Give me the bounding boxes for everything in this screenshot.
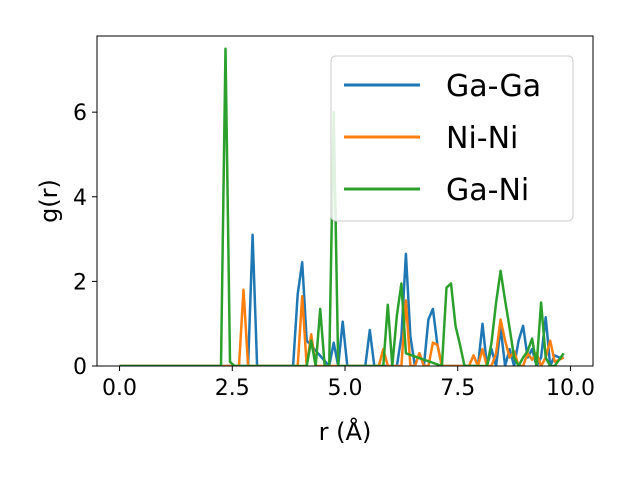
legend-label-ga-ni: Ga-Ni [446,173,529,208]
y-axis-label: g(r) [35,179,63,223]
x-tick-label: 10.0 [546,376,595,401]
legend-label-ni-ni: Ni-Ni [446,121,518,156]
legend: Ga-Ga Ni-Ni Ga-Ni [330,55,574,222]
x-tick-label: 7.5 [440,376,475,401]
x-tick-label: 0.0 [102,376,137,401]
y-tick-label: 4 [73,186,87,211]
x-tick-label: 5.0 [328,376,363,401]
x-axis-label: r (Å) [319,417,372,446]
ticks-layer: 0.0 2.5 5.0 7.5 10.0 0 2 4 6 [73,101,595,401]
y-tick-label: 2 [73,270,87,295]
y-tick-label: 6 [73,101,87,126]
legend-label-ga-ga: Ga-Ga [446,69,541,104]
series-layer [119,47,565,366]
y-tick-label: 0 [73,355,87,380]
series-line-ga-ni [119,47,565,366]
legend-box [330,55,574,222]
x-tick-label: 2.5 [215,376,250,401]
